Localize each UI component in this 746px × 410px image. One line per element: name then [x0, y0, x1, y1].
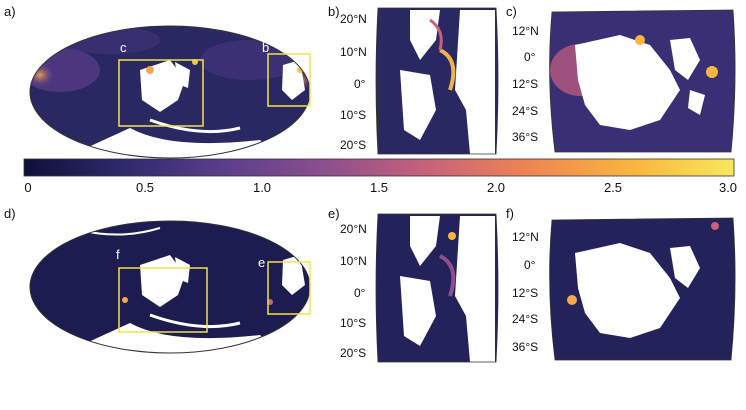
lat-tick: 10°N: [340, 254, 367, 268]
lat-tick: 24°S: [512, 312, 539, 326]
inset-box-f: [118, 267, 208, 333]
colorbar-tick: 2.5: [603, 180, 623, 195]
lat-tick: 10°S: [340, 316, 367, 330]
colorbar-tick: 0.5: [135, 180, 155, 195]
lat-tick: 0°: [354, 286, 366, 300]
colorbar-tick: 1.5: [369, 180, 389, 195]
lat-tick: 10°N: [340, 45, 367, 59]
colorbar: [23, 158, 735, 177]
panel-label-e: e): [328, 206, 340, 221]
inset-label-f: f: [116, 247, 120, 262]
lat-tick: 20°N: [340, 12, 367, 26]
panel-f-map: [549, 217, 736, 361]
inset-label-b: b: [262, 40, 270, 55]
inset-label-c: c: [120, 40, 127, 55]
panel-label-d: d): [4, 206, 16, 221]
panel-label-c: c): [506, 4, 517, 19]
panel-b-map: [375, 7, 499, 155]
panel-c-map: [549, 9, 736, 153]
lat-tick: 12°S: [512, 77, 539, 91]
panel-label-a: a): [4, 4, 16, 19]
lat-tick: 0°: [524, 258, 536, 272]
lat-tick: 0°: [354, 77, 366, 91]
lat-tick: 20°N: [340, 222, 367, 236]
colorbar-tick: 1.0: [252, 180, 272, 195]
panel-d-map: [29, 220, 311, 354]
lat-tick: 20°S: [340, 138, 367, 152]
lat-tick: 0°: [524, 50, 536, 64]
panel-label-f: f): [506, 206, 514, 221]
lat-tick: 10°S: [340, 108, 367, 122]
lat-tick: 12°N: [512, 230, 539, 244]
colorbar-tick: 0: [24, 180, 32, 195]
panel-label-b: b): [328, 4, 340, 19]
lat-tick: 36°S: [512, 340, 539, 354]
colorbar-tick: 2.0: [486, 180, 506, 195]
inset-box-c: [118, 59, 204, 127]
lat-tick: 24°S: [512, 104, 539, 118]
lat-tick: 12°N: [512, 24, 539, 38]
inset-box-e: [267, 261, 311, 315]
lat-tick: 12°S: [512, 286, 539, 300]
lat-tick: 20°S: [340, 346, 367, 360]
colorbar-tick: 3.0: [718, 180, 738, 195]
panel-e-map: [375, 213, 499, 363]
inset-label-e: e: [258, 255, 266, 270]
lat-tick: 36°S: [512, 130, 539, 144]
panel-a-map: [29, 25, 311, 159]
inset-box-b: [267, 53, 311, 107]
